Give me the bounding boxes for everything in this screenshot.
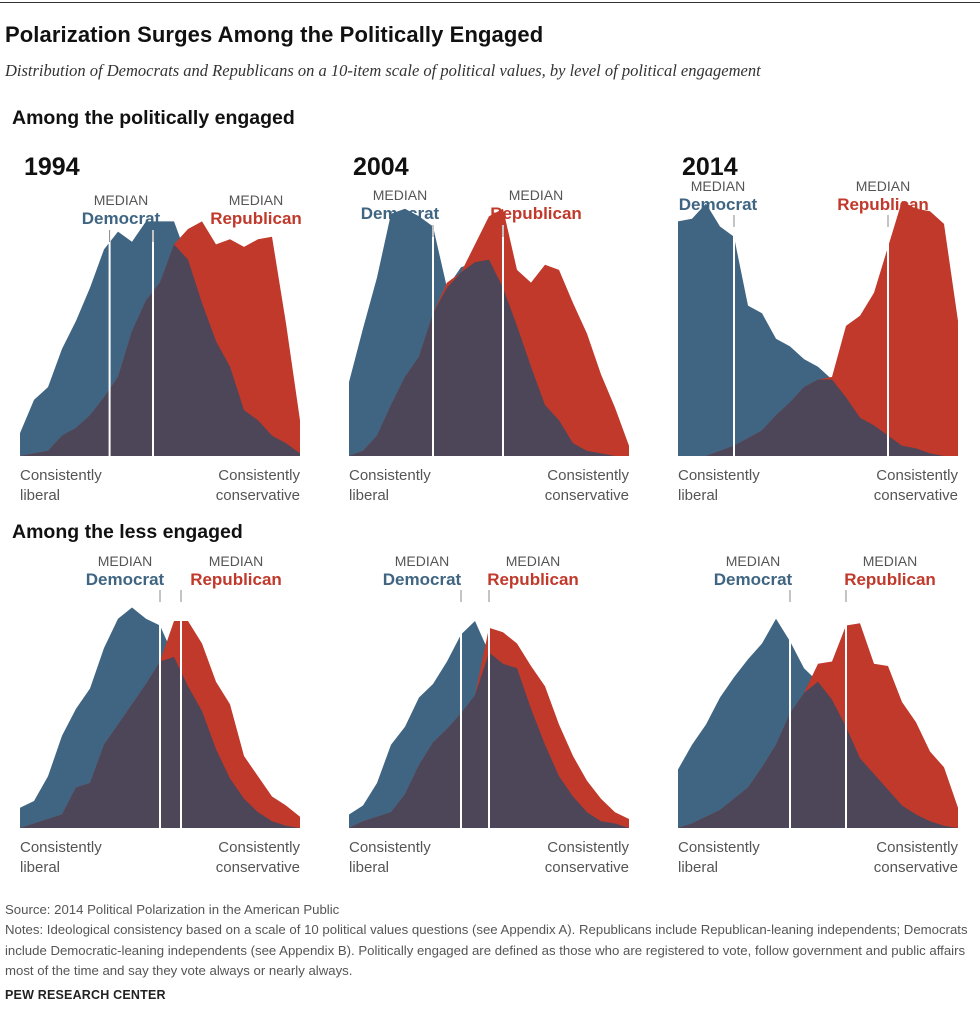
median-label-republican-3: MEDIAN bbox=[856, 178, 910, 194]
right-end-label-1: Consistently bbox=[218, 467, 300, 484]
republican-label-1: Republican bbox=[210, 209, 302, 228]
left-end-label-2-2: liberal bbox=[349, 487, 389, 504]
year-label-3: 2014 bbox=[682, 153, 738, 181]
republican-label-2: Republican bbox=[490, 204, 582, 223]
median-label-democrat-5: MEDIAN bbox=[395, 553, 449, 569]
overlap-area-6 bbox=[678, 681, 958, 828]
right-end-label-6: Consistently bbox=[876, 839, 958, 856]
median-label-republican-2: MEDIAN bbox=[509, 187, 563, 203]
left-end-label-2-1: liberal bbox=[20, 487, 60, 504]
right-end-label-5: Consistently bbox=[547, 839, 629, 856]
median-label-republican-5: MEDIAN bbox=[506, 553, 560, 569]
year-label-1: 1994 bbox=[24, 153, 80, 181]
section-heading-engaged: Among the politically engaged bbox=[12, 107, 295, 129]
left-end-label-2-4: liberal bbox=[20, 859, 60, 876]
right-end-label-2-5: conservative bbox=[545, 859, 629, 876]
left-end-label-4: Consistently bbox=[20, 839, 102, 856]
top-rule bbox=[0, 2, 980, 3]
median-label-democrat-6: MEDIAN bbox=[726, 553, 780, 569]
right-end-label-2-3: conservative bbox=[874, 487, 958, 504]
left-end-label-2-6: liberal bbox=[678, 859, 718, 876]
source-note: Source: 2014 Political Polarization in t… bbox=[5, 902, 340, 917]
republican-label-6: Republican bbox=[844, 570, 936, 589]
median-label-democrat-3: MEDIAN bbox=[691, 178, 745, 194]
democrat-area-3 bbox=[678, 203, 958, 456]
republican-label-3: Republican bbox=[837, 195, 929, 214]
overlap-area-1 bbox=[20, 244, 300, 456]
median-label-republican-4: MEDIAN bbox=[209, 553, 263, 569]
left-end-label-2-5: liberal bbox=[349, 859, 389, 876]
right-end-label-2: Consistently bbox=[547, 467, 629, 484]
brand-logo-text: PEW RESEARCH CENTER bbox=[5, 988, 166, 1002]
left-end-label-6: Consistently bbox=[678, 839, 760, 856]
right-end-label-4: Consistently bbox=[218, 839, 300, 856]
democrat-label-3: Democrat bbox=[679, 195, 758, 214]
right-end-label-2-1: conservative bbox=[216, 487, 300, 504]
left-end-label-3: Consistently bbox=[678, 467, 760, 484]
democrat-label-4: Democrat bbox=[86, 570, 165, 589]
left-end-label-2: Consistently bbox=[349, 467, 431, 484]
chart-subtitle: Distribution of Democrats and Republican… bbox=[5, 61, 761, 80]
median-label-republican-6: MEDIAN bbox=[863, 553, 917, 569]
right-end-label-2-2: conservative bbox=[545, 487, 629, 504]
republican-label-5: Republican bbox=[487, 570, 579, 589]
democrat-label-6: Democrat bbox=[714, 570, 793, 589]
democrat-label-2: Democrat bbox=[361, 204, 440, 223]
median-label-republican-1: MEDIAN bbox=[229, 192, 283, 208]
democrat-label-5: Democrat bbox=[383, 570, 462, 589]
median-label-democrat-4: MEDIAN bbox=[98, 553, 152, 569]
overlap-area-2 bbox=[349, 259, 629, 456]
notes-text: Notes: Ideological consistency based on … bbox=[5, 922, 968, 978]
republican-label-4: Republican bbox=[190, 570, 282, 589]
right-end-label-2-4: conservative bbox=[216, 859, 300, 876]
median-label-democrat-1: MEDIAN bbox=[94, 192, 148, 208]
left-end-label-5: Consistently bbox=[349, 839, 431, 856]
left-end-label-1: Consistently bbox=[20, 467, 102, 484]
left-end-label-2-3: liberal bbox=[678, 487, 718, 504]
section-heading-less-engaged: Among the less engaged bbox=[12, 521, 243, 543]
right-end-label-2-6: conservative bbox=[874, 859, 958, 876]
democrat-label-1: Democrat bbox=[82, 209, 161, 228]
year-label-2: 2004 bbox=[353, 153, 409, 181]
chart-title: Polarization Surges Among the Politicall… bbox=[5, 22, 544, 47]
right-end-label-3: Consistently bbox=[876, 467, 958, 484]
median-label-democrat-2: MEDIAN bbox=[373, 187, 427, 203]
